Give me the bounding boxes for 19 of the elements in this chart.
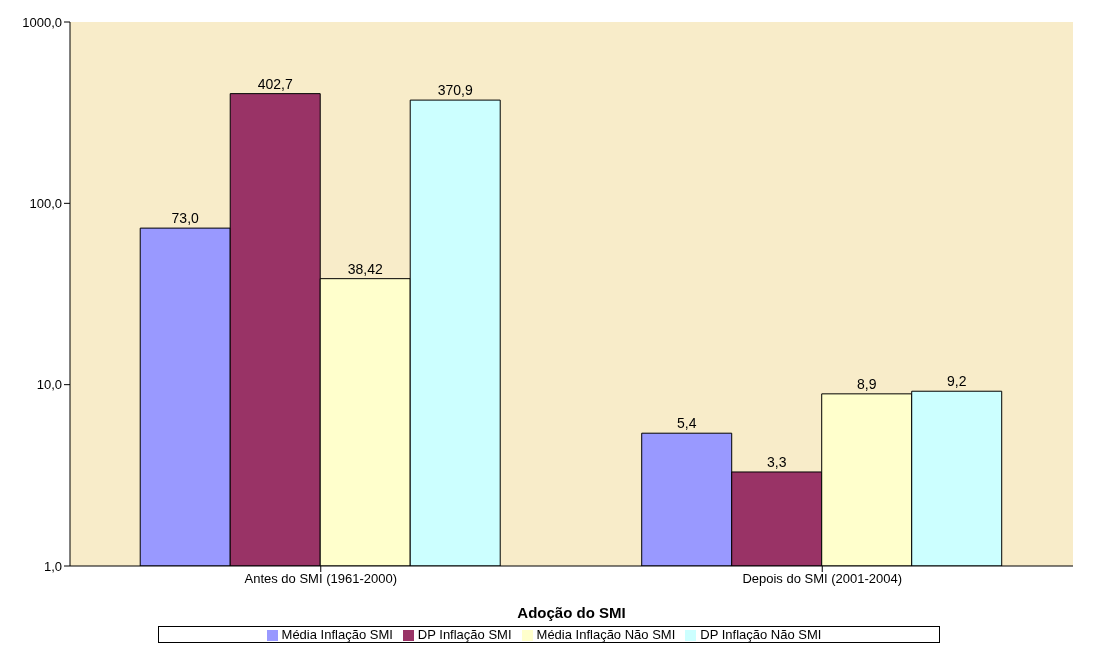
data-label: 8,9 bbox=[856, 375, 877, 392]
legend-label: Média Inflação Não SMI bbox=[536, 627, 676, 642]
x-tick-label: Depois do SMI (2001-2004) bbox=[742, 571, 903, 587]
y-tick-label: 100,0 bbox=[29, 195, 62, 211]
data-label: 5,4 bbox=[676, 415, 697, 432]
legend-label: DP Inflação SMI bbox=[417, 627, 512, 642]
data-label: 9,2 bbox=[946, 373, 967, 390]
data-label: 3,3 bbox=[766, 453, 787, 470]
legend-label: DP Inflação Não SMI bbox=[700, 627, 822, 642]
y-tick-label: 1000,0 bbox=[22, 14, 62, 30]
data-label: 73,0 bbox=[171, 210, 200, 227]
data-label: 370,9 bbox=[437, 82, 473, 99]
x-axis-title: Adoção do SMI bbox=[517, 604, 626, 621]
legend-label: Média Inflação SMI bbox=[281, 627, 393, 642]
y-tick-label: 10,0 bbox=[36, 377, 62, 393]
data-label: 402,7 bbox=[257, 75, 293, 92]
x-tick-label: Antes do SMI (1961-2000) bbox=[244, 571, 397, 587]
data-label: 38,42 bbox=[347, 260, 383, 277]
y-tick-label: 1,0 bbox=[43, 558, 62, 574]
